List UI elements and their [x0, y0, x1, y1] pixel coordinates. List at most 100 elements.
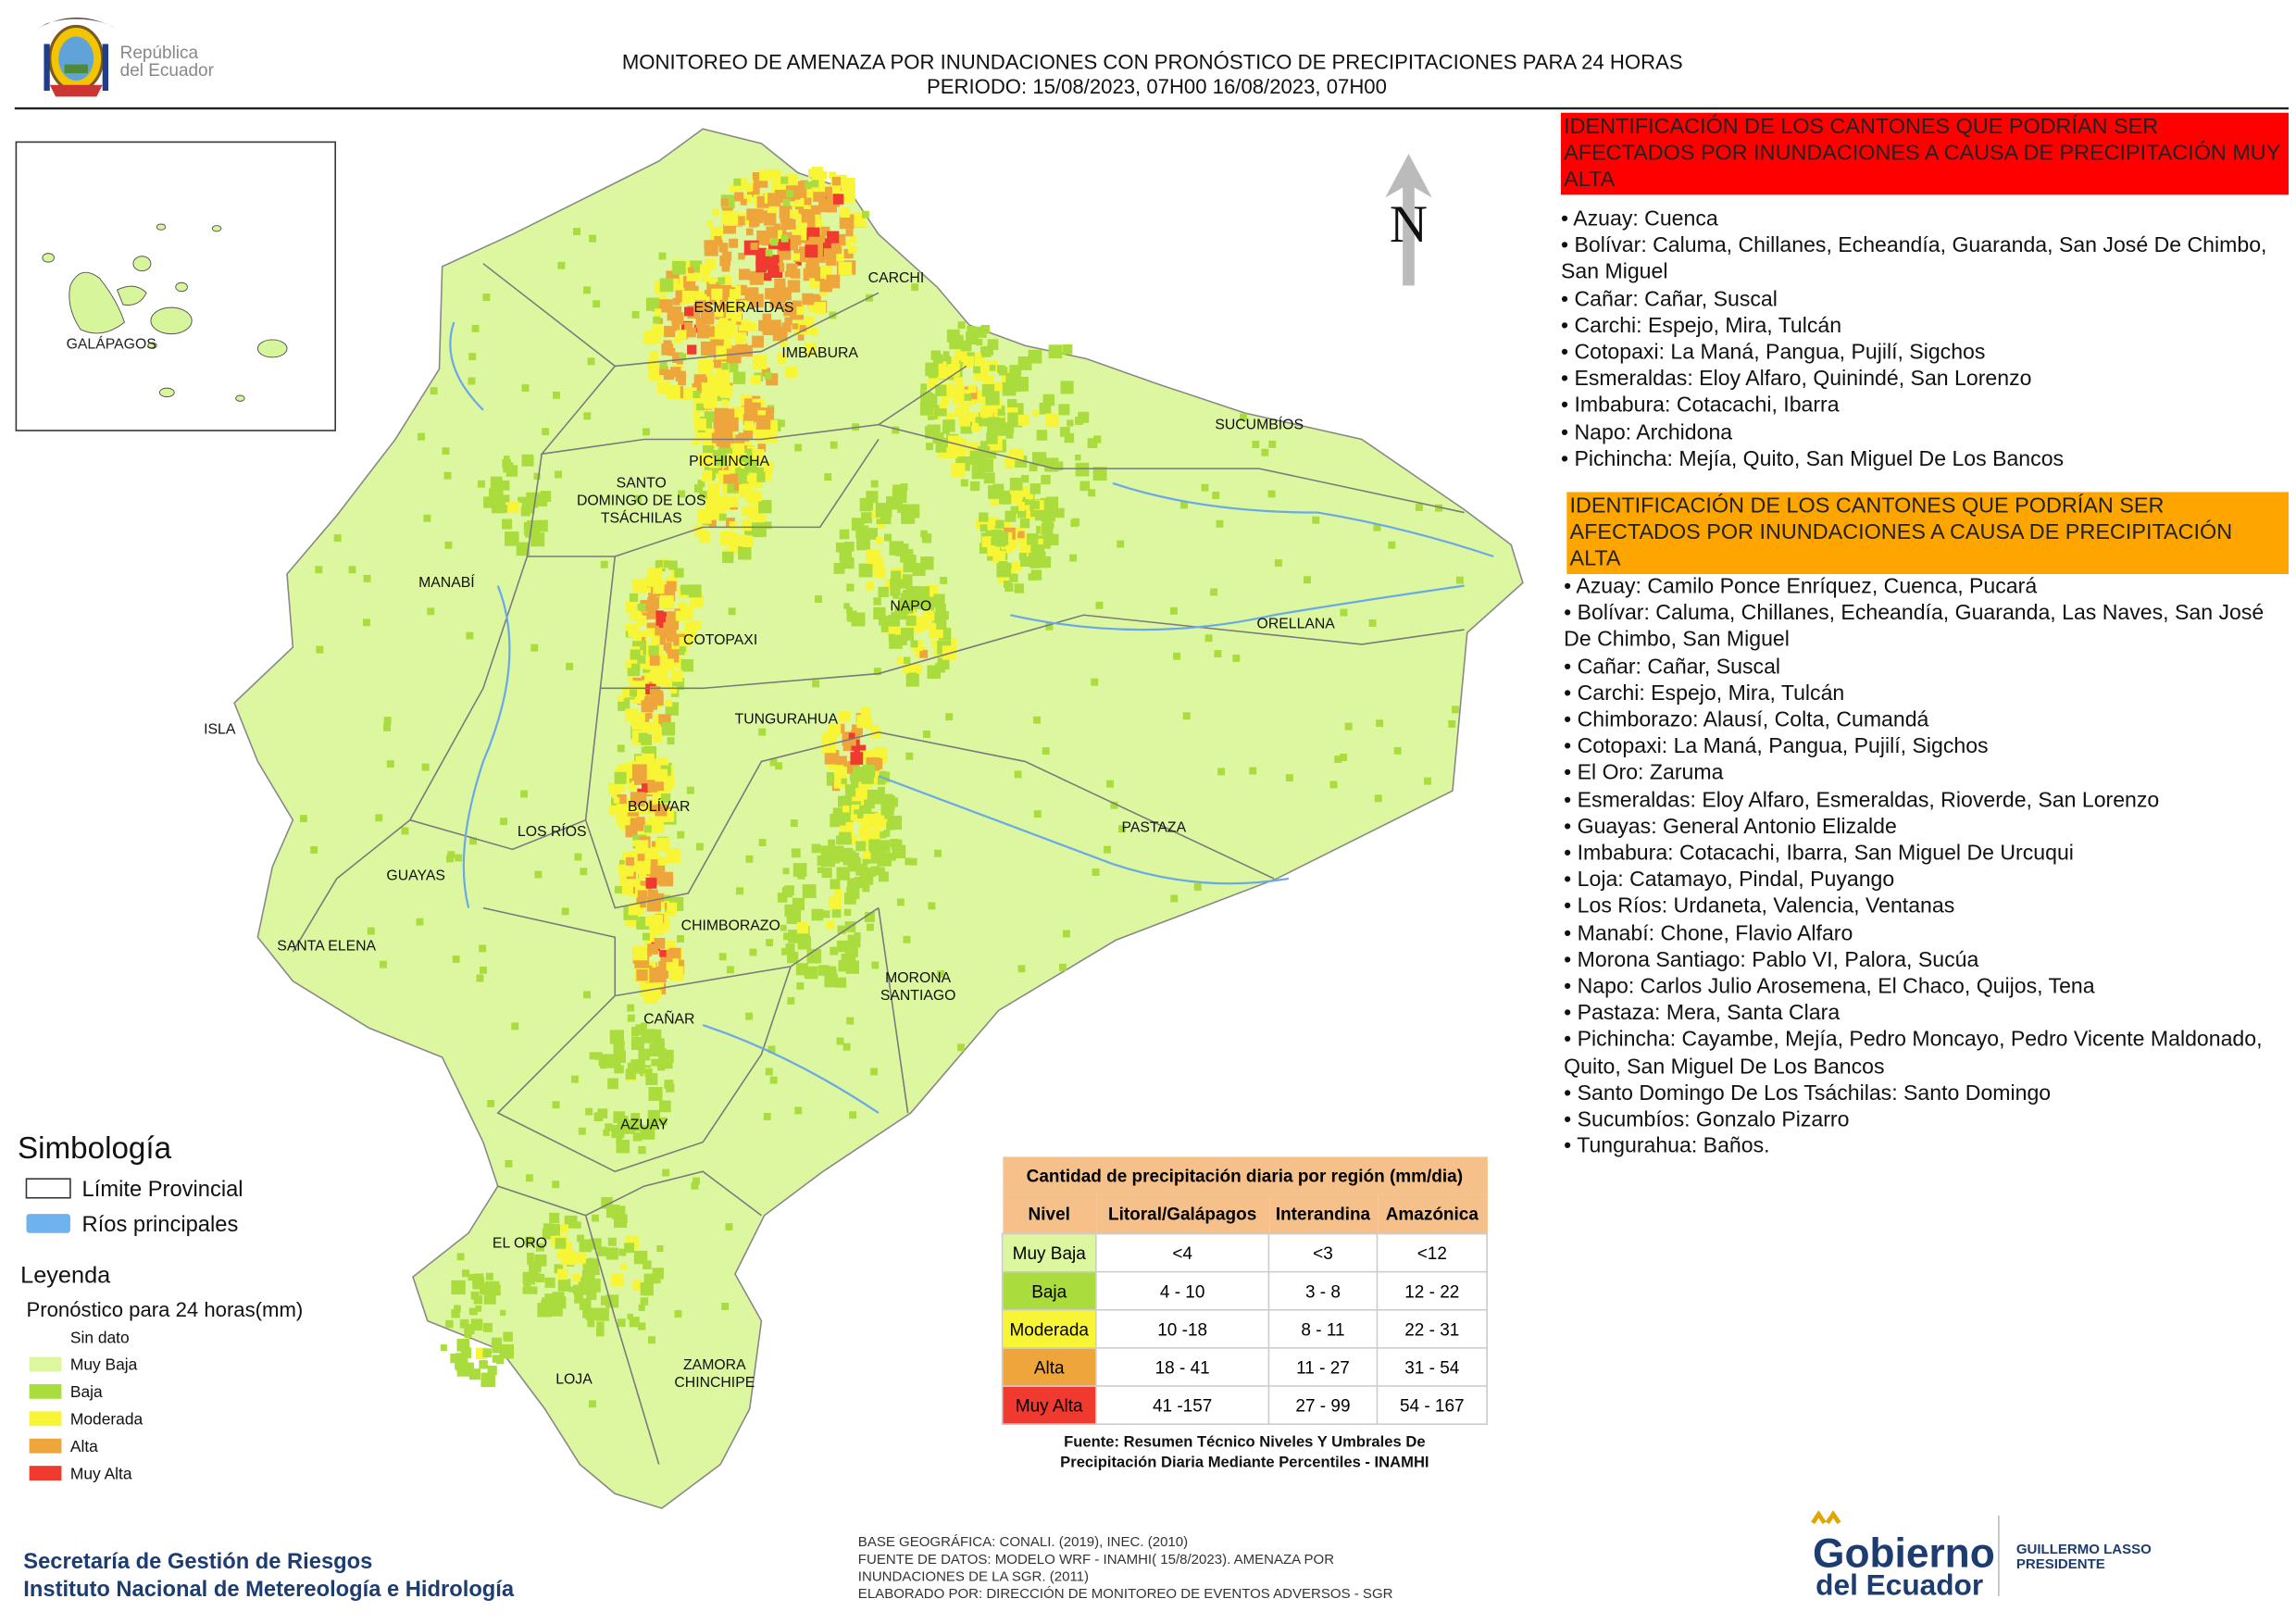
forecast-cell [652, 796, 661, 806]
forecast-cell [315, 566, 323, 574]
forecast-cell [588, 1257, 594, 1265]
forecast-cell [904, 605, 914, 614]
forecast-cell [739, 300, 748, 308]
list-item: • Bolívar: Caluma, Chillanes, Echeandía,… [1560, 234, 2267, 285]
forecast-cell [383, 717, 392, 725]
forecast-cell [838, 711, 848, 722]
forecast-cell [739, 534, 747, 543]
province-label: SUCUMBÍOS [1215, 415, 1304, 432]
table-row: Moderada 10 -18 8 - 11 22 - 31 [1001, 1308, 1488, 1349]
forecast-cell [647, 781, 658, 793]
forecast-cell [749, 270, 764, 285]
forecast-cell [792, 253, 801, 261]
forecast-cell [774, 278, 786, 290]
forecast-cell [755, 261, 767, 273]
forecast-cell [858, 825, 870, 836]
forecast-cell [901, 628, 914, 641]
forecast-cell [653, 582, 665, 594]
list-item: • Manabí: Chone, Flavio Alfaro [1564, 921, 1853, 946]
forecast-cell [764, 371, 772, 380]
forecast-cell [995, 519, 1004, 529]
forecast-cell [707, 483, 720, 496]
forecast-cell [830, 968, 837, 975]
forecast-cell [1029, 463, 1038, 472]
forecast-cell [842, 743, 852, 752]
province-labels: CARCHI ESMERALDAS IMBABURA SUCUMBÍOS PICHINC… [204, 270, 1335, 1391]
forecast-cell [767, 1045, 776, 1054]
forecast-cell [733, 178, 742, 186]
forecast-cell [751, 522, 767, 538]
forecast-cell [989, 365, 996, 371]
gov-logo [1811, 1510, 1841, 1525]
province-label: CARCHI [868, 270, 925, 286]
forecast-cell [1095, 601, 1104, 609]
forecast-cell [811, 167, 823, 179]
forecast-cell [954, 406, 965, 418]
forecast-cell [870, 480, 879, 488]
forecast-cell [1415, 504, 1423, 511]
forecast-cell [910, 640, 918, 648]
forecast-cell [839, 214, 855, 230]
forecast-cell [612, 792, 619, 799]
forecast-cell [553, 391, 560, 399]
symbology-item: Límite Provincial [82, 1178, 243, 1202]
forecast-cell [616, 782, 626, 793]
forecast-cell [721, 363, 729, 370]
forecast-cell [861, 515, 867, 521]
forecast-cell [1091, 678, 1099, 686]
forecast-cell [643, 1260, 652, 1269]
forecast-cell [520, 790, 529, 798]
forecast-cell [679, 353, 686, 361]
forecast-cell [482, 294, 491, 302]
forecast-cell [740, 178, 748, 186]
forecast-cell [736, 887, 743, 895]
forecast-cell [665, 699, 673, 707]
forecast-cell [866, 581, 875, 591]
forecast-cell [864, 912, 875, 922]
forecast-cell [1045, 622, 1054, 631]
forecast-cell [659, 1100, 671, 1113]
forecast-cell [1001, 493, 1012, 505]
forecast-cell [686, 327, 696, 338]
forecast-cell [647, 610, 656, 619]
range-cell: 12 - 22 [1376, 1270, 1488, 1311]
forecast-cell [971, 425, 978, 431]
forecast-cell [577, 1234, 585, 1243]
forecast-cell [757, 443, 767, 452]
forecast-cell [843, 603, 850, 609]
forecast-cell [555, 1238, 567, 1249]
forecast-cell [856, 536, 870, 551]
forecast-cell [685, 622, 696, 633]
forecast-cell [1217, 768, 1226, 776]
forecast-cell [936, 620, 945, 630]
forecast-cell [975, 417, 982, 423]
forecast-cell [741, 461, 748, 469]
range-cell: <12 [1376, 1232, 1488, 1273]
forecast-cell [333, 534, 342, 543]
forecast-cell [933, 354, 943, 364]
forecast-cell [460, 1365, 471, 1376]
forecast-cell [743, 420, 755, 431]
forecast-cell [693, 620, 702, 630]
forecast-cell [821, 868, 832, 879]
forecast-cell [724, 417, 739, 431]
forecast-cell [492, 1355, 501, 1363]
forecast-cell [738, 252, 745, 260]
forecast-cell [714, 307, 724, 318]
forecast-cell [701, 275, 709, 283]
forecast-cell [905, 615, 917, 626]
forecast-cell [951, 463, 966, 478]
forecast-cell [846, 606, 853, 614]
forecast-cell [884, 811, 892, 819]
forecast-cell [830, 879, 841, 890]
forecast-cell [554, 1264, 564, 1274]
forecast-cell [726, 348, 742, 364]
forecast-cell [1173, 652, 1181, 660]
credit-line: BASE GEOGRÁFICA: CONALI. (2019), INEC. (… [858, 1534, 1188, 1550]
forecast-cell [871, 757, 883, 769]
list-item: • Pastaza: Mera, Santa Clara [1564, 1002, 1841, 1026]
province-label: CHINCHIPE [674, 1375, 755, 1391]
forecast-cell [759, 169, 771, 181]
forecast-cell [720, 198, 729, 206]
forecast-cell [967, 326, 976, 335]
